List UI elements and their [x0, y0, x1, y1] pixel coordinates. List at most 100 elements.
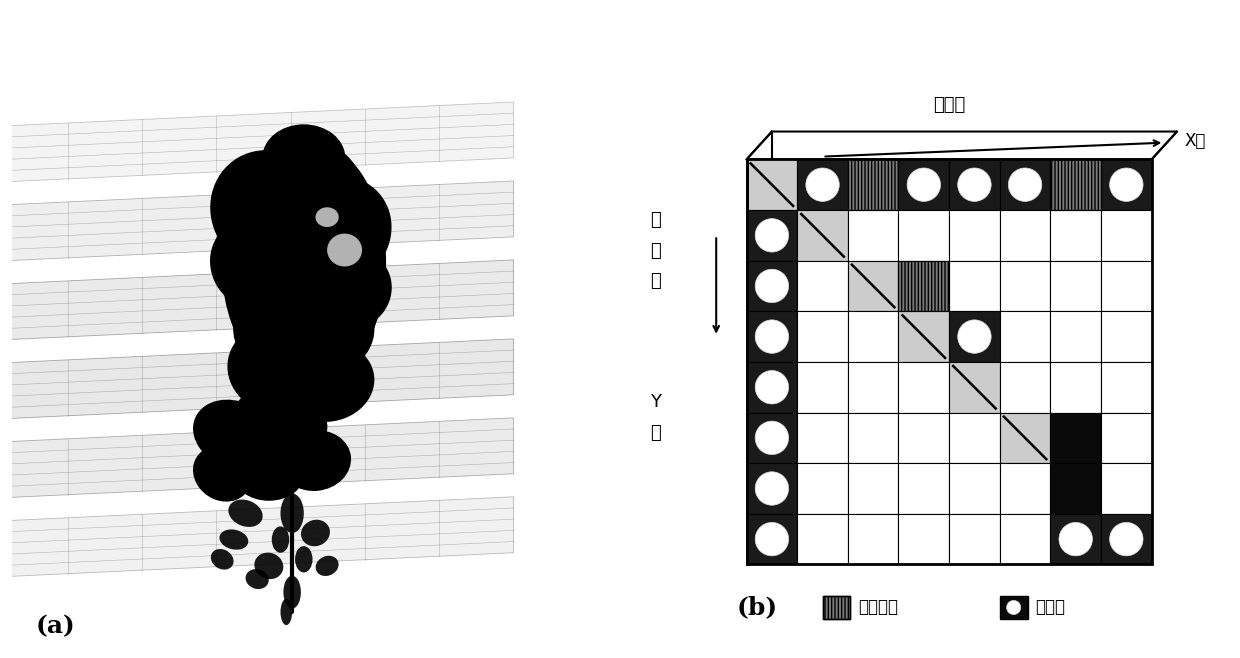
Bar [848, 362, 899, 413]
Bar [1101, 210, 1152, 261]
Bar [848, 463, 899, 514]
Bar [949, 514, 999, 565]
Bar [746, 210, 797, 261]
Bar [797, 311, 848, 362]
Circle shape [755, 522, 789, 556]
Bar [822, 596, 851, 619]
Ellipse shape [272, 526, 289, 553]
Bar [1101, 413, 1152, 463]
Polygon shape [0, 497, 513, 581]
Bar [746, 514, 797, 565]
Bar [746, 413, 797, 463]
Bar [746, 311, 797, 362]
Ellipse shape [222, 138, 386, 388]
Bar [899, 362, 949, 413]
Bar [949, 362, 999, 413]
Bar [949, 413, 999, 463]
Ellipse shape [280, 599, 293, 625]
Bar [1101, 311, 1152, 362]
Ellipse shape [234, 388, 326, 455]
Bar [999, 463, 1050, 514]
Bar [899, 463, 949, 514]
Circle shape [1110, 168, 1143, 201]
Ellipse shape [228, 143, 356, 225]
Text: 轴: 轴 [650, 424, 661, 442]
Bar [1101, 362, 1152, 413]
Bar [899, 159, 949, 210]
Polygon shape [0, 260, 513, 343]
Bar [1101, 514, 1152, 565]
Bar [1050, 413, 1101, 463]
Bar [999, 514, 1050, 565]
Ellipse shape [211, 151, 326, 270]
Bar [999, 362, 1050, 413]
Ellipse shape [263, 125, 345, 191]
Ellipse shape [234, 276, 373, 382]
Bar [797, 159, 848, 210]
Ellipse shape [211, 549, 233, 570]
Bar [1101, 261, 1152, 311]
Bar [797, 210, 848, 261]
Bar [999, 159, 1050, 210]
Polygon shape [0, 181, 513, 265]
Ellipse shape [234, 447, 304, 500]
Circle shape [1008, 168, 1042, 201]
Circle shape [957, 320, 991, 353]
Bar [797, 413, 848, 463]
Ellipse shape [295, 546, 312, 572]
Circle shape [755, 269, 789, 303]
Bar [899, 413, 949, 463]
Text: 非空体元: 非空体元 [858, 599, 898, 617]
Bar [746, 159, 797, 210]
Polygon shape [0, 102, 513, 186]
Ellipse shape [228, 499, 263, 527]
Bar [1050, 210, 1101, 261]
Bar [899, 514, 949, 565]
Bar [999, 596, 1028, 619]
Circle shape [1110, 522, 1143, 556]
Text: 行方向: 行方向 [932, 96, 965, 114]
Circle shape [806, 168, 839, 201]
Bar [848, 514, 899, 565]
Text: 空体元: 空体元 [1035, 599, 1065, 617]
Ellipse shape [280, 494, 304, 533]
Bar [797, 261, 848, 311]
Circle shape [755, 472, 789, 505]
Bar [848, 261, 899, 311]
Ellipse shape [211, 217, 304, 309]
Bar [746, 261, 797, 311]
Text: Y: Y [650, 393, 661, 411]
Ellipse shape [286, 177, 391, 284]
Bar [822, 596, 851, 619]
Ellipse shape [254, 553, 283, 579]
Bar [1101, 463, 1152, 514]
Circle shape [755, 370, 789, 404]
Bar [999, 210, 1050, 261]
Bar [1050, 362, 1101, 413]
Bar [848, 413, 899, 463]
Ellipse shape [316, 556, 339, 576]
Polygon shape [746, 132, 1177, 159]
Text: 向: 向 [650, 272, 661, 290]
Bar [746, 463, 797, 514]
Polygon shape [0, 339, 513, 422]
Ellipse shape [284, 576, 301, 609]
Ellipse shape [219, 530, 248, 549]
Bar [797, 463, 848, 514]
Polygon shape [0, 418, 513, 501]
Ellipse shape [193, 400, 274, 468]
Bar [1050, 159, 1101, 210]
Bar [999, 311, 1050, 362]
Bar [899, 210, 949, 261]
Bar [797, 514, 848, 565]
Circle shape [957, 168, 991, 201]
Bar [797, 362, 848, 413]
Bar [1050, 159, 1101, 210]
Bar [848, 311, 899, 362]
Bar [949, 311, 999, 362]
Ellipse shape [280, 431, 351, 490]
Circle shape [755, 320, 789, 353]
Text: 方: 方 [650, 241, 661, 259]
Bar [1050, 261, 1101, 311]
Bar [949, 159, 999, 210]
